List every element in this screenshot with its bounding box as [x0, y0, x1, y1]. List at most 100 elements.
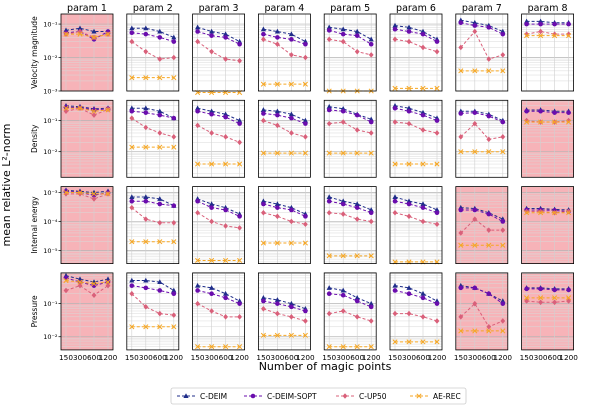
data-point-c-up50 — [326, 310, 332, 317]
data-point-ae-rec — [157, 239, 163, 245]
data-point-c-up50 — [552, 299, 557, 306]
data-point-ae-rec — [458, 328, 464, 334]
data-point-c-up50 — [340, 119, 346, 125]
subplot-frame — [455, 186, 509, 265]
data-point-c-deim-sopt — [209, 205, 214, 210]
data-point-c-deim — [223, 111, 229, 117]
data-point-c-up50 — [261, 117, 266, 124]
data-point-ae-rec — [326, 253, 332, 259]
x-tick-label: 300 — [73, 353, 87, 362]
data-point-c-deim — [368, 207, 374, 212]
data-point-c-deim-sopt — [157, 35, 163, 40]
data-point-c-up50 — [289, 130, 294, 136]
series-line-c-deim-sopt — [263, 33, 306, 45]
data-point-c-deim-sopt — [340, 292, 346, 298]
data-point-c-deim-sopt — [472, 23, 478, 28]
data-point-c-up50 — [129, 204, 135, 211]
data-point-c-deim-sopt — [538, 21, 543, 27]
data-point-ae-rec — [472, 328, 478, 334]
data-point-c-up50 — [209, 308, 214, 314]
data-point-ae-rec — [237, 161, 243, 167]
data-point-ae-rec — [458, 68, 464, 74]
series-line-c-deim — [394, 285, 438, 302]
data-point-ae-rec — [486, 242, 492, 248]
data-point-c-deim-sopt — [420, 295, 426, 301]
data-point-c-deim-sopt — [275, 112, 280, 118]
data-point-ae-rec — [260, 240, 266, 246]
y-tick-label: 10⁻⁴ — [43, 218, 58, 226]
data-point-c-up50 — [237, 314, 242, 320]
data-point-c-deim-sopt — [223, 114, 228, 120]
x-tick-label: 150 — [322, 353, 336, 362]
data-point-ae-rec — [274, 240, 280, 246]
column-title: param 3 — [199, 3, 239, 14]
data-point-c-up50 — [91, 196, 97, 202]
data-point-ae-rec — [552, 295, 558, 301]
legend-label: C-DEIM — [200, 392, 227, 401]
data-point-c-deim — [129, 194, 135, 199]
row-label: Internal energy — [30, 196, 39, 254]
subplot-frame — [521, 99, 574, 178]
data-point-c-deim-sopt — [486, 291, 492, 296]
data-point-c-deim-sopt — [171, 39, 177, 44]
subplot-frame — [60, 272, 114, 351]
subplot-frame — [126, 99, 180, 178]
subplot-frame — [455, 13, 509, 92]
data-point-c-up50 — [303, 318, 308, 324]
data-point-c-deim-sopt — [143, 285, 149, 291]
series-line-ae-rec — [66, 107, 109, 112]
series-line-c-up50 — [197, 303, 240, 318]
data-point-c-up50 — [91, 292, 97, 299]
x-tick-label: 600 — [482, 353, 496, 362]
data-point-c-deim-sopt — [289, 304, 294, 310]
data-point-ae-rec — [91, 108, 97, 114]
data-point-ae-rec — [458, 149, 464, 155]
data-point-c-up50 — [171, 219, 177, 226]
data-point-c-deim-sopt — [171, 203, 177, 209]
data-point-c-up50 — [434, 130, 440, 136]
data-point-c-up50 — [157, 219, 163, 226]
highlight-background — [521, 186, 574, 264]
data-point-c-deim — [209, 108, 215, 114]
subplot-r3-c1: 10⁻³ 10⁻⁴ 10⁻⁵ Internal energy — [30, 186, 114, 265]
data-point-c-deim — [143, 277, 149, 283]
data-point-c-deim — [434, 207, 440, 212]
subplot-r3-c6 — [389, 186, 443, 265]
series-line-c-deim-sopt — [394, 107, 438, 122]
data-point-ae-rec — [209, 161, 215, 167]
data-point-c-up50 — [157, 310, 163, 317]
data-point-c-up50 — [143, 48, 149, 55]
data-point-c-up50 — [368, 318, 374, 324]
data-point-c-deim-sopt — [486, 25, 492, 30]
subplot-frame — [389, 99, 443, 178]
column-title: param 8 — [528, 3, 568, 14]
data-point-c-deim-sopt — [472, 207, 478, 213]
series-line-c-deim — [65, 275, 109, 283]
data-point-c-deim-sopt — [538, 286, 543, 292]
data-point-c-up50 — [195, 300, 200, 307]
x-tick-label: 600 — [87, 353, 101, 362]
subplot-r2-c8 — [521, 99, 574, 178]
data-point-c-up50 — [500, 52, 506, 58]
subplot-frame — [521, 272, 574, 351]
data-point-c-up50 — [261, 36, 266, 43]
data-point-c-up50 — [129, 38, 135, 45]
data-point-c-deim — [392, 22, 398, 28]
data-point-ae-rec — [406, 339, 412, 345]
subplot-r1-c2: param 2 — [126, 3, 180, 92]
data-point-c-deim — [260, 26, 266, 32]
data-point-c-deim — [105, 276, 111, 282]
data-point-c-deim-sopt — [354, 298, 360, 304]
data-point-c-up50 — [195, 122, 200, 129]
subplot-frame — [323, 186, 377, 265]
data-point-c-up50 — [275, 213, 280, 220]
data-point-ae-rec — [63, 31, 69, 37]
subplot-r3-c7 — [455, 186, 509, 265]
subplot-frame — [521, 13, 574, 92]
data-point-c-up50 — [303, 134, 308, 140]
data-point-ae-rec — [340, 253, 346, 259]
data-point-c-deim — [368, 300, 374, 306]
